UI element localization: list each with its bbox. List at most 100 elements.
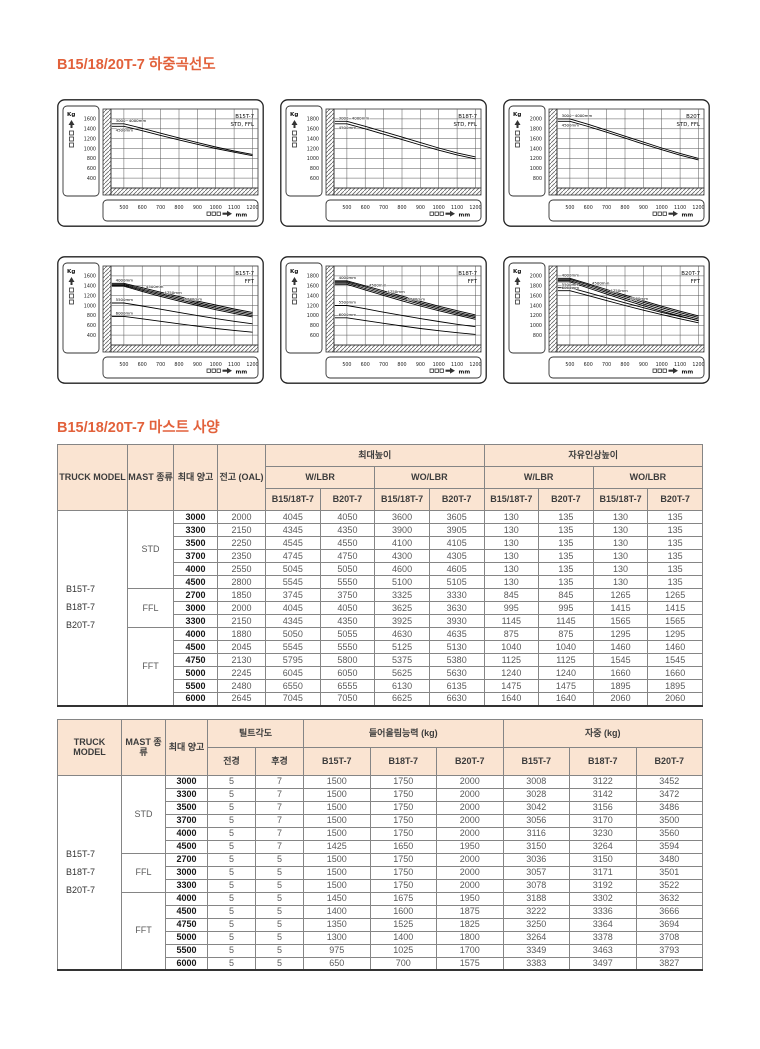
svg-text:700: 700 xyxy=(379,205,388,211)
svg-text:1600: 1600 xyxy=(530,136,542,142)
value-cell: 5100 xyxy=(374,575,430,589)
value-cell: 2150 xyxy=(217,614,266,628)
max-lift-cell: 5000 xyxy=(173,666,218,680)
max-lift-cell: 4500 xyxy=(173,575,218,589)
truck-model-header: TRUCK MODEL xyxy=(57,718,122,776)
max-lift-cell: 3000 xyxy=(173,601,218,615)
value-cell: 3480 xyxy=(635,852,703,867)
max-lift-cell: 4750 xyxy=(173,653,218,667)
mast-capacity-table-header: TRUCK MODEL MAST 종류 최대 양고 틸트각도 들어올림능력 (k… xyxy=(57,718,703,776)
value-cell: 5 xyxy=(207,852,256,867)
value-cell: 1825 xyxy=(436,917,504,932)
svg-text:4500mm: 4500mm xyxy=(116,128,134,133)
value-cell: 4545 xyxy=(265,536,321,550)
max-lift-cell: 5000 xyxy=(165,930,208,945)
model-col-header: B20T-7 xyxy=(635,746,703,776)
max-lift-cell: 2700 xyxy=(173,588,218,602)
svg-text:6000mm: 6000mm xyxy=(562,285,580,290)
value-cell: 4605 xyxy=(428,562,485,576)
value-cell: 2060 xyxy=(592,692,649,706)
value-cell: 1675 xyxy=(369,891,437,906)
svg-text:5000mm: 5000mm xyxy=(185,297,203,302)
svg-text:700: 700 xyxy=(602,362,611,368)
svg-text:FFT: FFT xyxy=(468,279,478,285)
value-cell: 3383 xyxy=(502,956,570,971)
svg-text:STD, FFL: STD, FFL xyxy=(454,122,478,128)
value-cell: 845 xyxy=(483,588,540,602)
value-cell: 3302 xyxy=(569,891,637,906)
value-cell: 6050 xyxy=(319,666,376,680)
value-cell: 1750 xyxy=(369,787,437,802)
spec-row: 4750 5 5 1350 1525 1825 3250 3364 3694 xyxy=(58,917,703,932)
svg-text:600: 600 xyxy=(87,166,96,172)
value-cell: 5 xyxy=(207,774,256,789)
value-cell: 7 xyxy=(255,813,304,828)
spec-row: 3700 2350 4745 4750 4300 4305 130 135 130 135 xyxy=(58,549,703,563)
value-cell: 4350 xyxy=(319,614,376,628)
value-cell: 5 xyxy=(255,878,304,893)
weight-group-header: 자중 (kg) xyxy=(502,718,703,748)
value-cell: 1565 xyxy=(647,614,703,628)
svg-text:4000mm: 4000mm xyxy=(562,273,580,278)
spec-row: B15T-7 B18T-7 B20T-7 STD 3000 2000 4045 4050 360… xyxy=(57,510,703,706)
load-chart-b20t-std-ffl: Kg 2000 1800 1600 1400 1200 1000 800 B20T STD, FF… xyxy=(503,99,710,227)
value-cell: 4300 xyxy=(374,549,430,563)
value-cell: 7 xyxy=(255,839,304,854)
svg-text:1800: 1800 xyxy=(530,284,542,290)
svg-text:800: 800 xyxy=(397,362,406,368)
value-cell: 5 xyxy=(207,839,256,854)
value-cell: 845 xyxy=(538,588,594,602)
value-cell: 4050 xyxy=(319,510,376,524)
svg-text:3000~4000mm: 3000~4000mm xyxy=(116,118,147,123)
value-cell: 130 xyxy=(592,575,649,589)
value-cell: 5 xyxy=(207,878,256,893)
value-cell: 1350 xyxy=(303,917,371,932)
svg-text:mm: mm xyxy=(459,370,471,376)
svg-text:800: 800 xyxy=(87,156,96,162)
value-cell: 2480 xyxy=(217,679,266,693)
max-lift-cell: 6000 xyxy=(165,956,208,971)
value-cell: 2000 xyxy=(436,865,504,880)
mast-height-table-header: TRUCK MODEL MAST 종류 최대 양고 전고 (OAL) 최대높이 … xyxy=(57,444,704,511)
value-cell: 5 xyxy=(207,956,256,971)
value-cell: 135 xyxy=(647,536,703,550)
svg-text:1600: 1600 xyxy=(307,127,319,133)
tilt-bwd-header: 후경 xyxy=(255,746,304,776)
svg-text:500: 500 xyxy=(119,205,128,211)
spec-row: 3300 5 7 1500 1750 2000 3028 3142 3472 xyxy=(58,787,703,802)
mast-spec-title: B15/18/20T-7 마스트 사양 xyxy=(57,420,220,436)
value-cell: 1660 xyxy=(592,666,649,680)
max-lift-cell: 3000 xyxy=(165,774,208,789)
value-cell: 1500 xyxy=(303,878,371,893)
value-cell: 3632 xyxy=(635,891,703,906)
value-cell: 5 xyxy=(207,891,256,906)
value-cell: 2045 xyxy=(217,640,266,654)
value-cell: 5 xyxy=(207,917,256,932)
value-cell: 7 xyxy=(255,800,304,815)
svg-text:3000~4000mm: 3000~4000mm xyxy=(339,116,370,121)
max-lift-cell: 4500 xyxy=(173,640,218,654)
svg-text:1600: 1600 xyxy=(307,284,319,290)
value-cell: 3378 xyxy=(569,930,637,945)
value-cell: 1400 xyxy=(369,930,437,945)
svg-text:1000: 1000 xyxy=(433,362,445,368)
value-cell: 3171 xyxy=(569,865,637,880)
value-cell: 5050 xyxy=(319,562,376,576)
value-cell: 3452 xyxy=(635,774,703,789)
value-cell: 2000 xyxy=(217,510,266,524)
svg-text:1400: 1400 xyxy=(84,127,96,133)
value-cell: 2150 xyxy=(217,523,266,537)
svg-text:1000: 1000 xyxy=(433,205,445,211)
svg-text:800: 800 xyxy=(174,205,183,211)
value-cell: 2130 xyxy=(217,653,266,667)
value-cell: 3349 xyxy=(502,943,570,958)
value-cell: 130 xyxy=(592,536,649,550)
svg-text:1000: 1000 xyxy=(210,205,222,211)
value-cell: 1415 xyxy=(592,601,649,615)
value-cell: 135 xyxy=(647,562,703,576)
value-cell: 130 xyxy=(592,562,649,576)
value-cell: 3793 xyxy=(635,943,703,958)
value-cell: 3057 xyxy=(502,865,570,880)
svg-text:mm: mm xyxy=(236,213,248,219)
value-cell: 5 xyxy=(207,826,256,841)
